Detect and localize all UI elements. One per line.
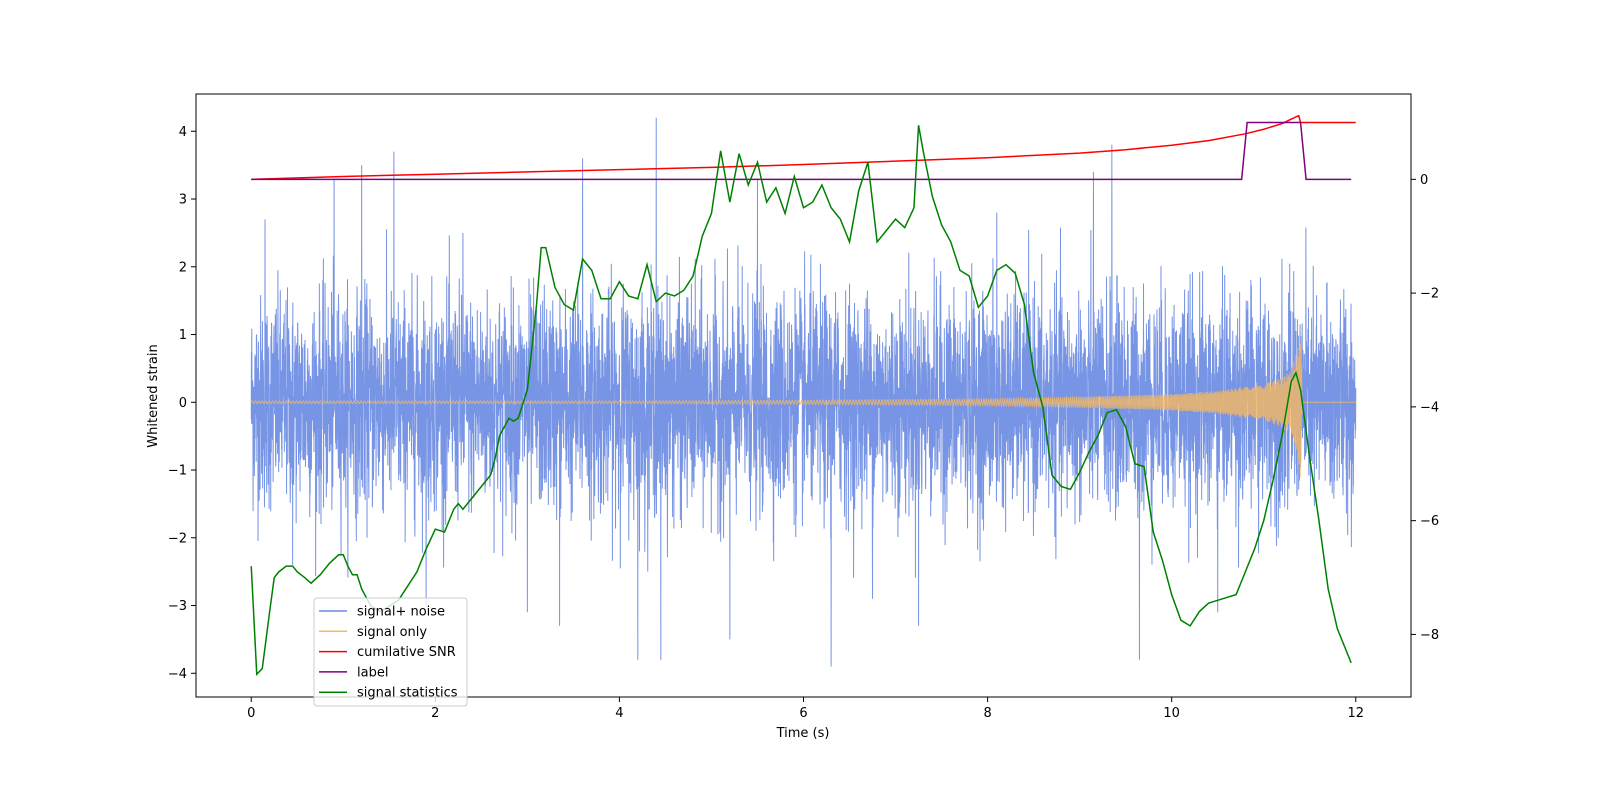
x-tick-label: 0 — [247, 706, 255, 721]
series-layer — [250, 114, 1357, 677]
x-tick-label: 4 — [615, 706, 623, 721]
legend-box — [313, 597, 468, 707]
series-signal-only — [250, 324, 1356, 478]
legend-entry: cumilative SNR — [357, 645, 456, 660]
x-tick-label: 6 — [799, 706, 807, 721]
y-tick-label: −2 — [168, 531, 187, 546]
y-axis-label: Whitened strain — [146, 344, 161, 447]
legend-entry: label — [357, 665, 388, 680]
x-tick-label: 8 — [983, 706, 991, 721]
y-tick-label: 3 — [179, 193, 187, 208]
y-tick-label: 2 — [179, 260, 187, 275]
series-label — [251, 121, 1352, 181]
x-tick-label: 2 — [431, 706, 439, 721]
y-tick-label: 0 — [179, 396, 187, 411]
y-axis-left: −4 −3 −2 −1 0 1 2 3 4 — [168, 125, 196, 682]
x-tick-label: 12 — [1347, 706, 1364, 721]
legend-entry: signal statistics — [357, 686, 458, 701]
y-tick-label: 4 — [179, 125, 187, 140]
y2-tick-label: −8 — [1420, 628, 1439, 643]
legend: signal+ noise signal only cumilative SNR la… — [313, 597, 468, 707]
y2-tick-label: −4 — [1420, 400, 1439, 415]
y-axis-right: −8 −6 −4 −2 0 — [1411, 173, 1439, 643]
legend-entry: signal+ noise — [357, 605, 445, 620]
y-tick-label: −1 — [168, 464, 187, 479]
series-signal-noise — [250, 117, 1357, 667]
y2-tick-label: 0 — [1420, 173, 1428, 188]
y2-tick-label: −6 — [1420, 514, 1439, 529]
legend-entry: signal only — [357, 625, 427, 640]
y-tick-label: −3 — [168, 599, 187, 614]
series-cumulative-snr — [251, 114, 1356, 181]
x-axis-label: Time (s) — [776, 726, 830, 741]
y-tick-label: −4 — [168, 667, 187, 682]
y-tick-label: 1 — [179, 328, 187, 343]
x-tick-label: 10 — [1163, 706, 1180, 721]
y2-tick-label: −2 — [1420, 287, 1439, 302]
